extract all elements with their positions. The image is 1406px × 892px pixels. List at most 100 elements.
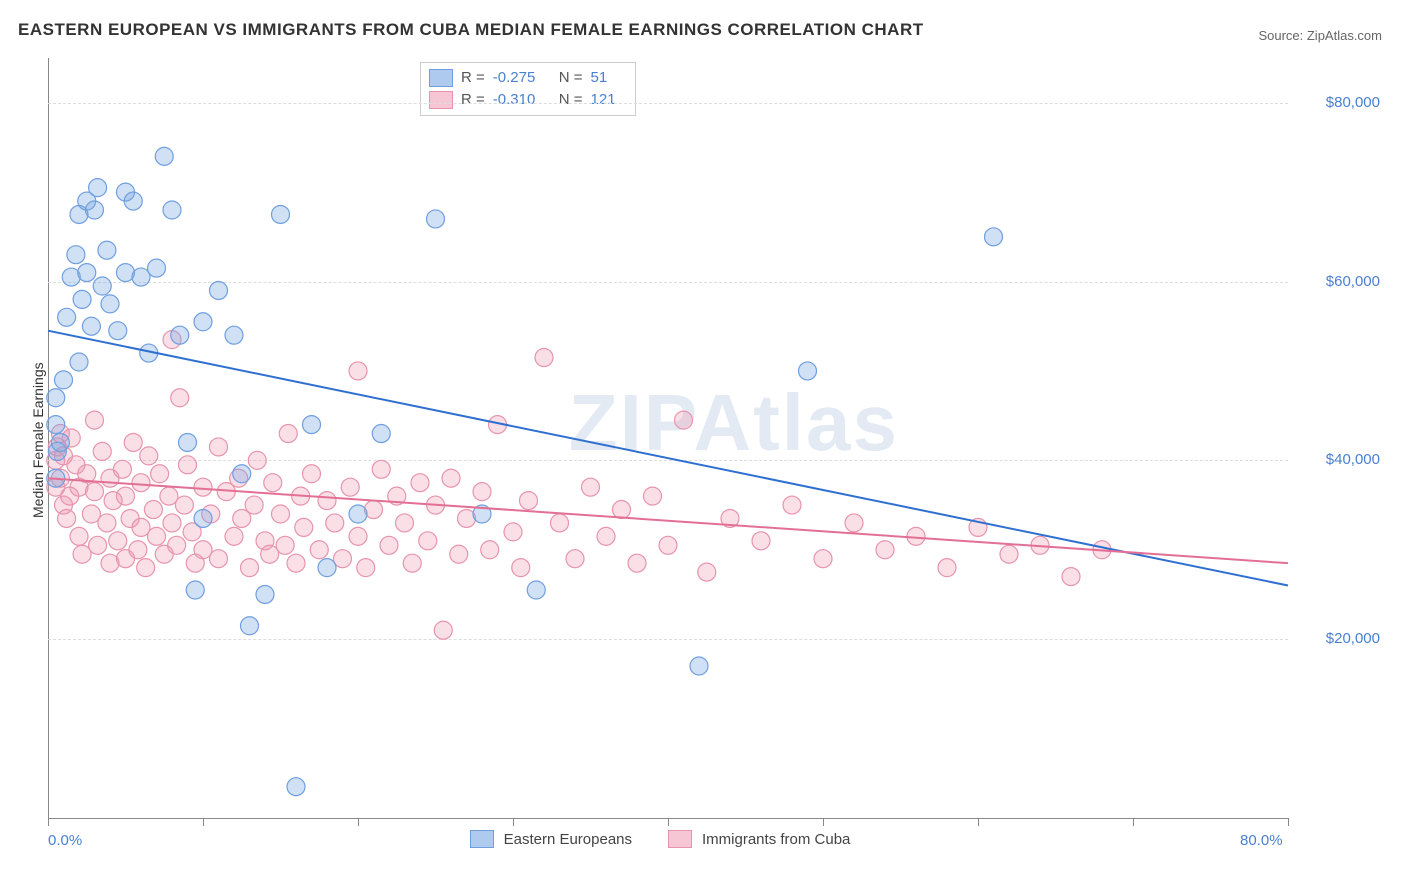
data-point <box>55 371 73 389</box>
data-point <box>411 474 429 492</box>
data-point <box>78 264 96 282</box>
data-point <box>272 505 290 523</box>
data-point <box>210 281 228 299</box>
data-point <box>109 532 127 550</box>
data-point <box>151 465 169 483</box>
data-point <box>752 532 770 550</box>
data-point <box>175 496 193 514</box>
data-point <box>876 541 894 559</box>
data-point <box>256 585 274 603</box>
data-point <box>419 532 437 550</box>
data-point <box>67 246 85 264</box>
data-point <box>349 362 367 380</box>
data-point <box>89 179 107 197</box>
data-point <box>137 559 155 577</box>
data-point <box>520 492 538 510</box>
data-point <box>644 487 662 505</box>
data-point <box>225 326 243 344</box>
data-point <box>155 147 173 165</box>
data-point <box>179 456 197 474</box>
data-point <box>194 478 212 496</box>
data-point <box>675 411 693 429</box>
data-point <box>442 469 460 487</box>
chart-svg <box>0 0 1406 892</box>
data-point <box>171 389 189 407</box>
data-point <box>985 228 1003 246</box>
data-point <box>132 474 150 492</box>
data-point <box>70 353 88 371</box>
data-point <box>241 559 259 577</box>
data-point <box>70 527 88 545</box>
data-point <box>86 411 104 429</box>
data-point <box>73 290 91 308</box>
data-point <box>113 460 131 478</box>
data-point <box>245 496 263 514</box>
data-point <box>210 550 228 568</box>
data-point <box>47 389 65 407</box>
data-point <box>326 514 344 532</box>
data-point <box>124 192 142 210</box>
data-point <box>357 559 375 577</box>
data-point <box>117 487 135 505</box>
data-point <box>295 518 313 536</box>
data-point <box>86 483 104 501</box>
data-point <box>225 527 243 545</box>
data-point <box>481 541 499 559</box>
data-point <box>310 541 328 559</box>
data-point <box>690 657 708 675</box>
data-point <box>101 295 119 313</box>
data-point <box>272 205 290 223</box>
data-point <box>473 483 491 501</box>
data-point <box>287 778 305 796</box>
data-point <box>427 210 445 228</box>
data-point <box>58 308 76 326</box>
data-point <box>318 492 336 510</box>
data-point <box>194 313 212 331</box>
data-point <box>698 563 716 581</box>
data-point <box>124 433 142 451</box>
data-point <box>938 559 956 577</box>
data-point <box>349 505 367 523</box>
data-point <box>140 447 158 465</box>
data-point <box>82 317 100 335</box>
data-point <box>276 536 294 554</box>
data-point <box>98 241 116 259</box>
data-point <box>93 442 111 460</box>
data-point <box>372 425 390 443</box>
data-point <box>504 523 522 541</box>
data-point <box>566 550 584 568</box>
data-point <box>264 474 282 492</box>
data-point <box>527 581 545 599</box>
data-point <box>148 259 166 277</box>
data-point <box>303 416 321 434</box>
data-point <box>194 509 212 527</box>
data-point <box>535 349 553 367</box>
data-point <box>109 322 127 340</box>
data-point <box>349 527 367 545</box>
data-point <box>1062 568 1080 586</box>
data-point <box>318 559 336 577</box>
data-point <box>58 509 76 527</box>
data-point <box>171 326 189 344</box>
data-point <box>434 621 452 639</box>
data-point <box>380 536 398 554</box>
data-point <box>814 550 832 568</box>
data-point <box>303 465 321 483</box>
data-point <box>89 536 107 554</box>
data-point <box>582 478 600 496</box>
data-point <box>248 451 266 469</box>
data-point <box>163 514 181 532</box>
data-point <box>144 501 162 519</box>
data-point <box>148 527 166 545</box>
data-point <box>597 527 615 545</box>
data-point <box>628 554 646 572</box>
data-point <box>93 277 111 295</box>
data-point <box>450 545 468 563</box>
data-point <box>1000 545 1018 563</box>
data-point <box>403 554 421 572</box>
data-point <box>47 416 65 434</box>
data-point <box>51 433 69 451</box>
data-point <box>396 514 414 532</box>
data-point <box>341 478 359 496</box>
data-point <box>179 433 197 451</box>
